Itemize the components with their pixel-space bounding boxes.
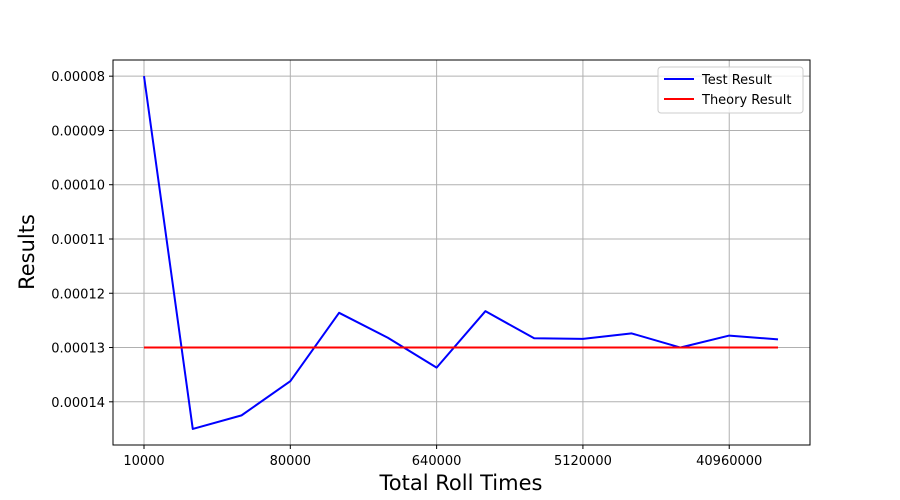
x-tick-label: 640000 [412,454,462,469]
x-axis-label: Total Roll Times [379,471,543,495]
y-tick-label: 0.00010 [51,179,105,194]
y-tick-label: 0.00012 [51,287,105,302]
series-line-test-result [143,76,779,430]
y-tick-label: 0.00013 [51,342,105,357]
legend: Test Result Theory Result [657,66,804,114]
y-axis-ticks: 0.00008 0.00009 0.00010 0.00011 0.00012 0.000… [51,70,113,411]
x-tick-label: 80000 [270,454,311,469]
plot-frame [112,59,811,446]
x-tick-label: 10000 [123,454,164,469]
x-tick-label: 40960000 [696,454,762,469]
plot-background [113,60,810,445]
y-axis-label: Results [15,214,39,290]
x-tick-label: 5120000 [554,454,612,469]
y-tick-label: 0.00009 [51,124,105,139]
y-tick-label: 0.00008 [51,70,105,85]
y-tick-label: 0.00014 [51,396,105,411]
legend-label-theory-result: Theory Result [701,93,791,108]
series-lines [143,76,779,430]
x-axis-ticks: 10000 80000 640000 5120000 40960000 [123,445,762,469]
y-tick-label: 0.00011 [51,233,105,248]
legend-label-test-result: Test Result [701,73,772,88]
legend-box [657,66,804,114]
